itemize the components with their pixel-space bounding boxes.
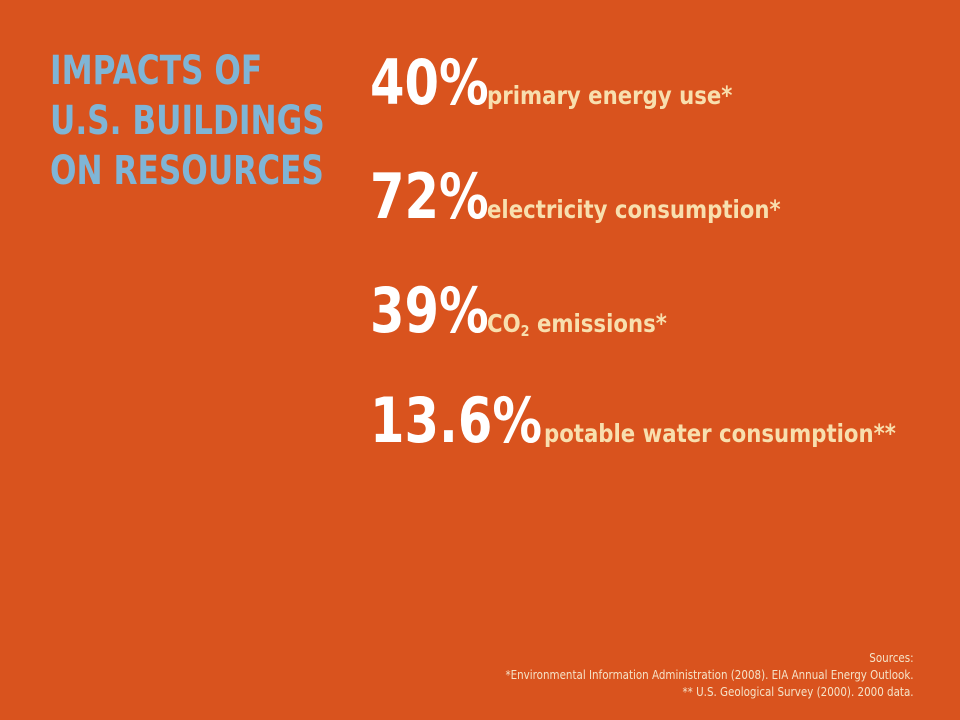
stat-label-subscript: 2 bbox=[520, 322, 530, 340]
title-line-3: ON RESOURCES bbox=[50, 148, 324, 194]
stat-label: primary energy use* bbox=[486, 81, 733, 110]
stat-label: CO2 emissions* bbox=[487, 309, 667, 340]
stat-electricity: 72% electricity consumption* bbox=[370, 162, 832, 232]
source-line-2: ** U.S. Geological Survey (2000). 2000 d… bbox=[682, 685, 914, 699]
sources-heading: Sources: bbox=[869, 651, 914, 665]
stat-label: potable water consumption** bbox=[543, 419, 896, 448]
stat-value: 72% bbox=[370, 160, 489, 233]
stat-primary-energy: 40% primary energy use* bbox=[370, 48, 776, 118]
sources-footnote: Sources: *Environmental Information Admi… bbox=[506, 650, 914, 701]
stat-potable-water: 13.6% potable water consumption** bbox=[370, 386, 958, 456]
stat-value: 39% bbox=[370, 274, 489, 347]
stat-label: electricity consumption* bbox=[486, 195, 781, 224]
stat-value: 40% bbox=[370, 46, 489, 119]
title-line-2: U.S. BUILDINGS bbox=[50, 98, 325, 144]
stat-label-prefix: CO bbox=[486, 309, 521, 338]
stat-label-suffix: emissions* bbox=[529, 309, 667, 338]
slide-title: IMPACTS OF U.S. BUILDINGS ON RESOURCES bbox=[50, 46, 325, 196]
stat-value: 13.6% bbox=[370, 384, 543, 457]
stat-co2: 39% CO2 emissions* bbox=[370, 276, 698, 346]
title-line-1: IMPACTS OF bbox=[50, 48, 263, 94]
source-line-1: *Environmental Information Administratio… bbox=[505, 668, 914, 682]
